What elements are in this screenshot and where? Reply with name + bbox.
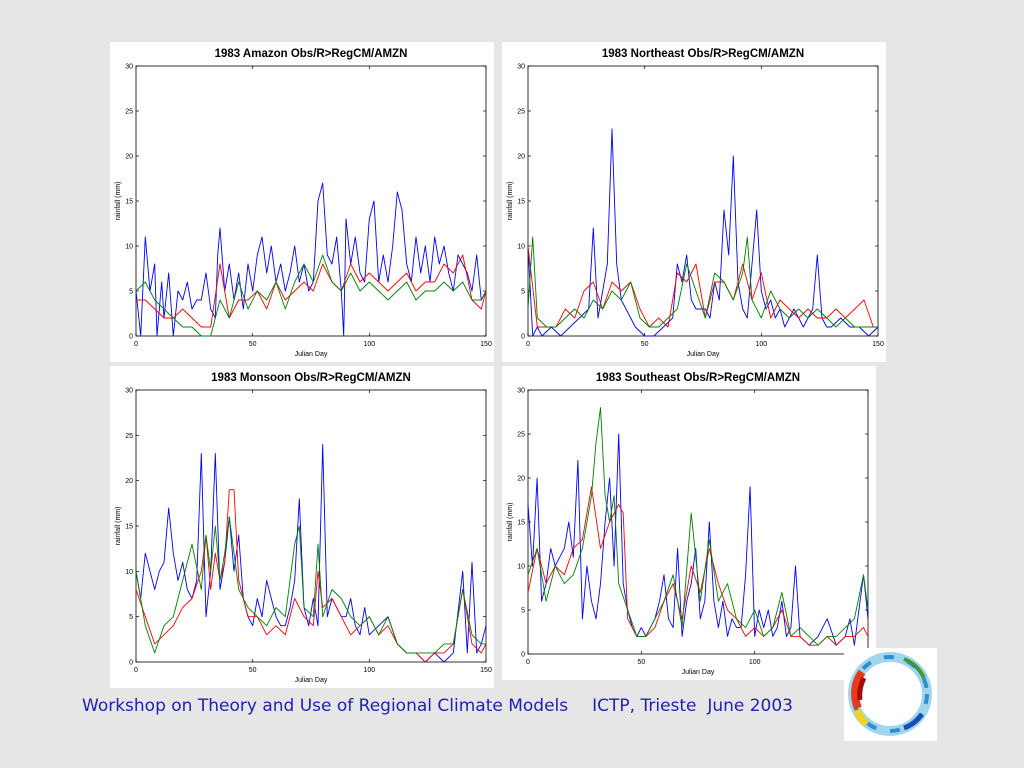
x-tick-label: 150 <box>480 667 492 674</box>
x-tick-label: 0 <box>526 659 530 666</box>
y-tick-label: 10 <box>517 564 525 571</box>
x-tick-label: 100 <box>749 659 761 666</box>
series-line <box>135 443 487 663</box>
y-axis-label: rainfall (mm) <box>507 503 514 542</box>
y-axis-label: rainfall (mm) <box>115 507 122 546</box>
y-tick-label: 20 <box>517 476 525 483</box>
y-tick-label: 10 <box>125 569 133 576</box>
y-tick-label: 25 <box>517 109 525 116</box>
workshop-location: ICTP, Trieste June 2003 <box>592 696 794 716</box>
chart-title: 1983 Amazon Obs/R>RegCM/AMZN <box>215 48 408 60</box>
y-tick-label: 30 <box>517 388 525 395</box>
y-tick-label: 15 <box>517 520 525 527</box>
series-line <box>135 254 487 337</box>
chart-title: 1983 Northeast Obs/R>RegCM/AMZN <box>602 48 804 60</box>
y-tick-label: 25 <box>125 433 133 440</box>
y-tick-label: 30 <box>517 64 525 71</box>
series-line <box>135 489 487 663</box>
climate-ring-logo-icon <box>844 648 937 741</box>
y-tick-label: 25 <box>125 109 133 116</box>
southeast-chart-panel: 1983 Southeast Obs/R>RegCM/AMZN 0 5 10 15 20 2… <box>502 366 876 680</box>
plot-frame <box>135 65 487 337</box>
x-axis-label: Julian Day <box>682 669 715 676</box>
northeast-chart-svg: 1983 Northeast Obs/R>RegCM/AMZN 0 5 10 15 20 2… <box>507 48 884 358</box>
x-axis-label: Julian Day <box>295 677 328 684</box>
x-tick-label: 50 <box>641 341 649 348</box>
y-tick-label: 30 <box>125 388 133 395</box>
plot-frame <box>527 65 879 337</box>
x-axis-label: Julian Day <box>295 351 328 358</box>
series-line <box>527 433 869 646</box>
series-line <box>527 486 869 646</box>
y-axis-label: rainfall (mm) <box>115 182 122 221</box>
southeast-chart-svg: 1983 Southeast Obs/R>RegCM/AMZN 0 5 10 15 20 2… <box>507 372 874 676</box>
x-tick-label: 50 <box>249 341 257 348</box>
series-line <box>135 516 486 654</box>
logo-graphic <box>848 652 932 736</box>
y-tick-label: 0 <box>129 660 133 667</box>
chart-title: 1983 Monsoon Obs/R>RegCM/AMZN <box>211 372 411 384</box>
y-tick-label: 0 <box>521 334 525 341</box>
amazon-chart-svg: 1983 Amazon Obs/R>RegCM/AMZN 0 5 10 15 20 25 30… <box>115 48 492 358</box>
x-tick-label: 0 <box>134 341 138 348</box>
chart-title: 1983 Southeast Obs/R>RegCM/AMZN <box>596 372 800 384</box>
y-tick-label: 5 <box>521 289 525 296</box>
y-tick-label: 15 <box>517 199 525 206</box>
y-tick-label: 10 <box>125 244 133 251</box>
x-tick-label: 50 <box>637 659 645 666</box>
y-tick-label: 25 <box>517 432 525 439</box>
y-tick-label: 5 <box>129 614 133 621</box>
x-tick-label: 0 <box>526 341 530 348</box>
x-tick-label: 50 <box>249 667 257 674</box>
y-tick-label: 20 <box>125 478 133 485</box>
x-tick-label: 150 <box>480 341 492 348</box>
y-tick-label: 5 <box>521 608 525 615</box>
y-tick-label: 10 <box>517 244 525 251</box>
x-tick-label: 150 <box>872 341 884 348</box>
y-tick-label: 0 <box>129 334 133 341</box>
footer-caption: Workshop on Theory and Use of Regional C… <box>82 696 793 716</box>
plot-frame <box>135 389 487 663</box>
y-tick-label: 0 <box>521 652 525 659</box>
y-tick-label: 5 <box>129 289 133 296</box>
series-line <box>136 254 487 328</box>
y-tick-label: 20 <box>517 154 525 161</box>
x-tick-label: 100 <box>363 667 375 674</box>
x-axis-label: Julian Day <box>687 351 720 358</box>
x-tick-label: 0 <box>134 667 138 674</box>
monsoon-chart-svg: 1983 Monsoon Obs/R>RegCM/AMZN 0 5 10 15 20 25 3… <box>115 372 492 684</box>
y-tick-label: 20 <box>125 154 133 161</box>
series-line <box>527 128 879 337</box>
x-tick-label: 100 <box>363 341 375 348</box>
series-line <box>527 407 869 646</box>
northeast-chart-panel: 1983 Northeast Obs/R>RegCM/AMZN 0 5 10 15 20 2… <box>502 42 886 362</box>
series-line <box>527 236 878 328</box>
y-tick-label: 30 <box>125 64 133 71</box>
x-tick-label: 100 <box>755 341 767 348</box>
y-tick-label: 15 <box>125 199 133 206</box>
y-axis-label: rainfall (mm) <box>507 182 514 221</box>
y-tick-label: 15 <box>125 524 133 531</box>
workshop-title: Workshop on Theory and Use of Regional C… <box>82 696 569 716</box>
amazon-chart-panel: 1983 Amazon Obs/R>RegCM/AMZN 0 5 10 15 20 25 30… <box>110 42 494 362</box>
plot-frame <box>527 389 869 655</box>
series-line <box>135 182 487 337</box>
monsoon-chart-panel: 1983 Monsoon Obs/R>RegCM/AMZN 0 5 10 15 20 25 3… <box>110 366 494 688</box>
